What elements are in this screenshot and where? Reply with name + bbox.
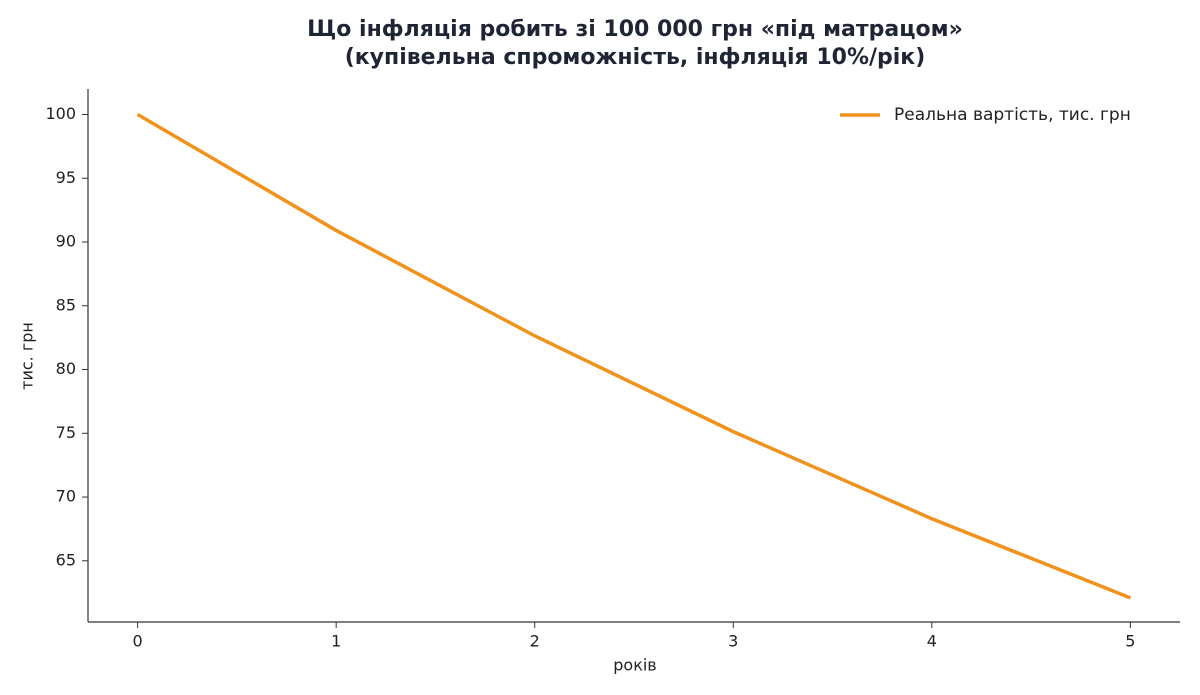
- y-tick-label: 85: [56, 295, 76, 314]
- y-tick-label: 90: [56, 232, 76, 251]
- y-tick-label: 80: [56, 359, 76, 378]
- x-tick-label: 0: [133, 632, 143, 651]
- chart-subtitle: (купівельна спроможність, інфляція 10%/р…: [345, 45, 926, 70]
- y-tick-label: 65: [56, 550, 76, 569]
- x-tick-label: 2: [530, 632, 540, 651]
- chart-title: Що інфляція робить зі 100 000 грн «під м…: [307, 17, 963, 42]
- y-axis-label: тис. грн: [18, 322, 37, 390]
- y-tick-label: 70: [56, 487, 76, 506]
- y-tick-label: 95: [56, 168, 76, 187]
- y-tick-label: 75: [56, 423, 76, 442]
- y-tick-label: 100: [45, 104, 76, 123]
- x-tick-label: 4: [927, 632, 937, 651]
- line-series: [136, 112, 1132, 600]
- legend-label: Реальна вартість, тис. грн: [894, 105, 1131, 125]
- x-tick-label: 5: [1125, 632, 1135, 651]
- x-axis-label: років: [613, 656, 656, 675]
- x-tick-label: 1: [331, 632, 341, 651]
- x-tick-label: 3: [728, 632, 738, 651]
